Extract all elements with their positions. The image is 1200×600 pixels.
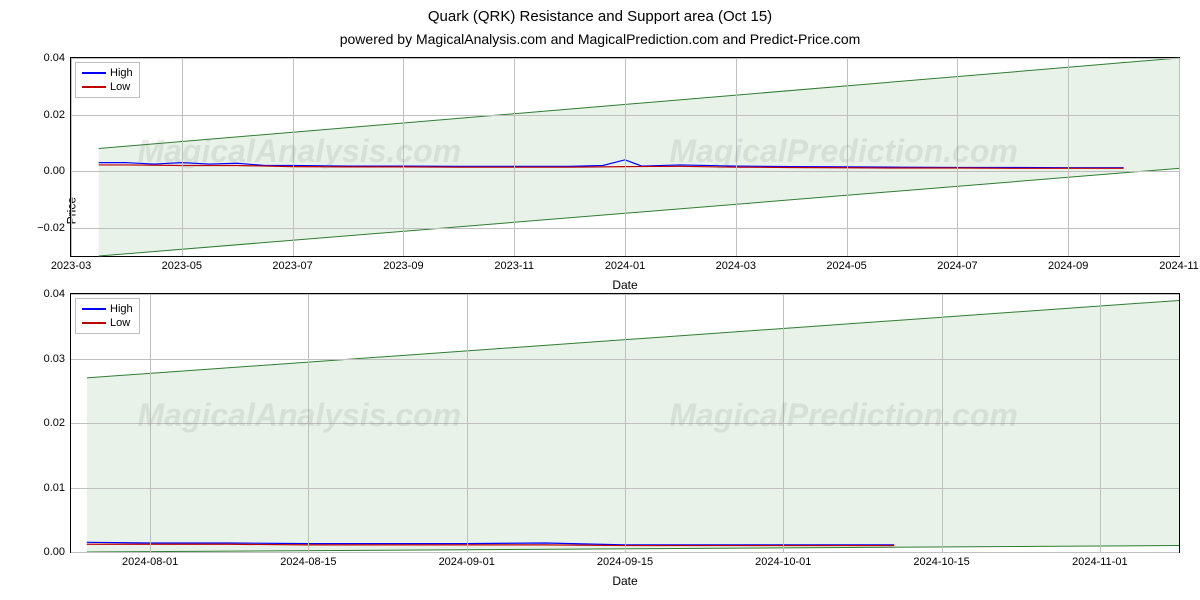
x-tick: 2024-08-15 — [280, 552, 336, 568]
legend-item-low: Low — [82, 81, 133, 93]
x-tick: 2023-03 — [51, 256, 91, 272]
plot-area-bottom: High Low MagicalAnalysis.com MagicalPred… — [70, 293, 1180, 553]
legend-swatch-low — [82, 86, 106, 88]
y-tick: 0.01 — [44, 482, 71, 494]
legend-swatch-high — [82, 72, 106, 74]
x-tick: 2024-11 — [1159, 256, 1199, 272]
x-tick: 2023-11 — [494, 256, 534, 272]
x-tick: 2024-01 — [605, 256, 645, 272]
plot-area-top: High Low MagicalAnalysis.com MagicalPred… — [70, 57, 1180, 257]
legend-label-low: Low — [110, 81, 130, 93]
legend-item-high: High — [82, 67, 133, 79]
chart-top: High Low MagicalAnalysis.com MagicalPred… — [70, 57, 1180, 257]
legend-swatch-high — [82, 308, 106, 310]
x-tick: 2024-03 — [716, 256, 756, 272]
x-tick: 2024-11-01 — [1072, 552, 1127, 568]
legend-swatch-low — [82, 322, 106, 324]
page-subtitle: powered by MagicalAnalysis.com and Magic… — [0, 25, 1200, 51]
y-tick: 0.03 — [44, 353, 71, 365]
y-tick: 0.04 — [44, 52, 71, 64]
x-tick: 2023-05 — [162, 256, 202, 272]
x-tick: 2024-05 — [826, 256, 866, 272]
legend-label-high: High — [110, 67, 133, 79]
y-tick: 0.02 — [44, 109, 71, 121]
x-tick: 2024-10-01 — [755, 552, 811, 568]
legend-label-low: Low — [110, 317, 130, 329]
x-tick: 2024-07 — [937, 256, 977, 272]
x-tick: 2024-08-01 — [122, 552, 178, 568]
y-tick: 0.04 — [44, 288, 71, 300]
x-tick: 2024-09 — [1048, 256, 1088, 272]
page-title: Quark (QRK) Resistance and Support area … — [0, 0, 1200, 25]
x-tick: 2023-09 — [383, 256, 423, 272]
y-tick: −0.02 — [37, 222, 71, 234]
x-tick: 2024-09-01 — [439, 552, 495, 568]
legend-item-low: Low — [82, 317, 133, 329]
y-tick: 0.02 — [44, 417, 71, 429]
legend-item-high: High — [82, 303, 133, 315]
x-tick: 2023-07 — [272, 256, 312, 272]
x-tick: 2024-09-15 — [597, 552, 653, 568]
y-tick: 0.00 — [44, 165, 71, 177]
x-tick: 2024-10-15 — [913, 552, 969, 568]
legend-top: High Low — [75, 62, 140, 98]
legend-bottom: High Low — [75, 298, 140, 334]
chart-bottom: High Low MagicalAnalysis.com MagicalPred… — [70, 293, 1180, 553]
y-tick: 0.00 — [44, 546, 71, 558]
legend-label-high: High — [110, 303, 133, 315]
